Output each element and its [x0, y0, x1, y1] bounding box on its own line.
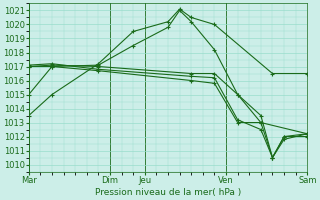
X-axis label: Pression niveau de la mer( hPa ): Pression niveau de la mer( hPa )	[95, 188, 241, 197]
